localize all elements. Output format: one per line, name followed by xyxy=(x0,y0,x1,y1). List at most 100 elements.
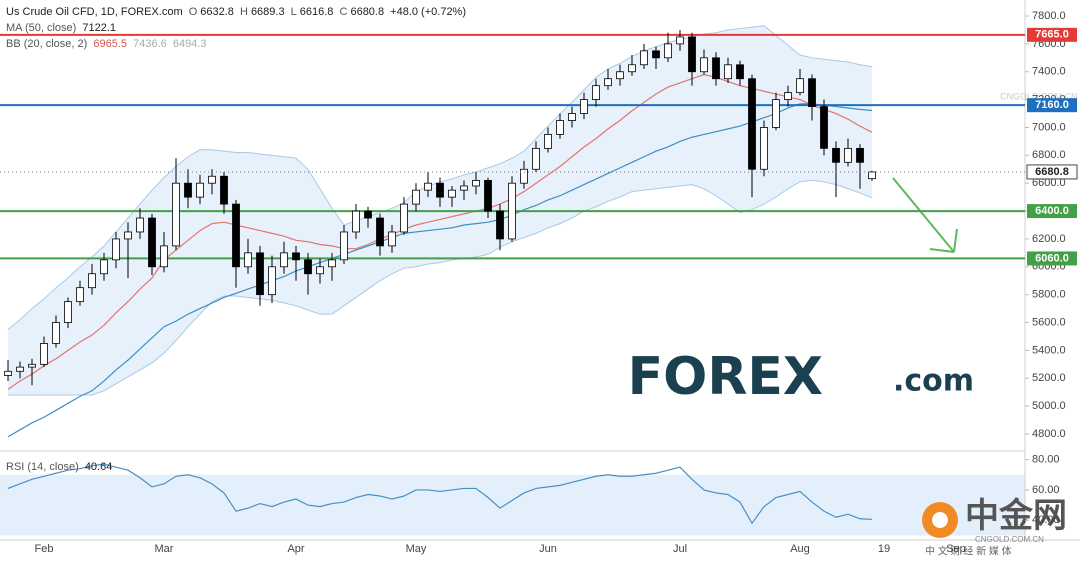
candle-body xyxy=(376,217,384,247)
candle-body xyxy=(568,113,576,121)
candle-body xyxy=(76,287,84,303)
ohlc-key: H xyxy=(239,6,248,18)
candle-body xyxy=(364,210,372,219)
candle-body xyxy=(292,252,300,261)
watermark-site: CNGOLD.COM.CN xyxy=(975,535,1044,544)
y-tick-label: 7000.0 xyxy=(1032,121,1066,133)
background-layer xyxy=(0,25,1025,536)
candle-body xyxy=(472,180,480,187)
logo-domain: .com xyxy=(893,364,974,399)
candle-body xyxy=(640,50,648,66)
change: +48.0 (+0.72%) xyxy=(390,6,467,18)
watermark-name: 中金网 xyxy=(965,496,1067,535)
level-label: 6400.0 xyxy=(1035,205,1069,217)
candle-body xyxy=(748,78,756,170)
level-label: 6060.0 xyxy=(1035,252,1069,264)
rsi-name: RSI (14, close) xyxy=(6,461,79,473)
bb-name: BB (20, close, 2) xyxy=(6,38,88,50)
candle-body xyxy=(52,322,60,344)
ohlc-key: L xyxy=(290,6,297,18)
level-label-box xyxy=(1027,204,1077,219)
candle-body xyxy=(460,185,468,191)
candle-body xyxy=(328,259,336,268)
candle-body xyxy=(304,259,312,275)
x-tick-label: May xyxy=(406,543,427,555)
candle-body xyxy=(736,64,744,80)
x-tick-label: Jun xyxy=(539,543,557,555)
candle-body xyxy=(88,273,96,289)
y-tick-label: 5600.0 xyxy=(1032,316,1066,328)
candle-body xyxy=(868,171,876,180)
candle-body xyxy=(256,252,264,296)
x-tick-label: 19 xyxy=(878,543,890,555)
bb-lower-value: 6494.3 xyxy=(172,38,207,50)
rsi-line xyxy=(7,463,873,525)
ohlc-key: C xyxy=(339,6,348,18)
candle-body xyxy=(544,134,552,149)
x-tick-label: Feb xyxy=(35,543,54,555)
y-tick-label: 5200.0 xyxy=(1032,372,1066,384)
candle-body xyxy=(700,57,708,73)
candle-body xyxy=(40,343,48,365)
candle-body xyxy=(28,363,36,368)
candle-body xyxy=(592,85,600,101)
candle-body xyxy=(604,78,612,87)
watermark-icon-inner xyxy=(932,512,948,528)
bb-legend: BB (20, close, 2) 6965.5 7436.6 6494.3 xyxy=(6,38,209,50)
candle-body xyxy=(172,182,180,247)
ohlc-value: 6616.8 xyxy=(299,6,334,18)
ohlc-value: 6632.8 xyxy=(200,6,234,18)
ohlc-value: 6680.8 xyxy=(350,6,385,18)
candle-body xyxy=(652,50,660,59)
ma-value: 7122.1 xyxy=(82,22,117,34)
candle-body xyxy=(484,180,492,212)
candle-body xyxy=(628,64,636,73)
candle-body xyxy=(820,106,828,149)
watermark-site-top: CNGOLD.COM.CN xyxy=(1000,91,1078,101)
candle-body xyxy=(580,99,588,114)
bb-basis-value: 6965.5 xyxy=(93,38,128,50)
candle-body xyxy=(160,245,168,268)
rsi-legend: RSI (14, close) 40.64 xyxy=(6,461,115,473)
candle-body xyxy=(340,231,348,261)
x-tick-label: Apr xyxy=(287,543,304,555)
level-label-box xyxy=(1027,98,1077,113)
candle-body xyxy=(436,182,444,198)
bb-upper-value: 7436.6 xyxy=(133,38,167,50)
candle-body xyxy=(100,259,108,275)
y-tick-label: 80.00 xyxy=(1032,453,1060,465)
candle-body xyxy=(448,189,456,198)
candle-body xyxy=(784,92,792,101)
bb-lower xyxy=(8,179,873,396)
candle-body xyxy=(184,182,192,198)
candle-body xyxy=(688,36,696,73)
last-price-box xyxy=(1026,164,1078,180)
candle-body xyxy=(136,217,144,233)
candle-body xyxy=(412,189,420,205)
candle-body xyxy=(244,252,252,268)
candle-body xyxy=(400,203,408,233)
candle-body xyxy=(424,182,432,191)
rsi-value: 40.64 xyxy=(84,461,113,473)
candle-body xyxy=(316,266,324,275)
candle-body xyxy=(724,64,732,80)
y-tick-label: 6800.0 xyxy=(1032,149,1066,161)
candle-body xyxy=(352,210,360,233)
y-tick-label: 5000.0 xyxy=(1032,400,1066,412)
y-tick-label: 7800.0 xyxy=(1032,10,1066,22)
level-label: 7665.0 xyxy=(1035,29,1069,41)
candle-body xyxy=(508,182,516,240)
candle-body xyxy=(664,43,672,59)
candle-body xyxy=(148,217,156,268)
rsi-band xyxy=(0,474,1025,536)
candle-body xyxy=(4,370,12,376)
candle-body xyxy=(16,366,24,372)
logo-brand: FOREX xyxy=(628,347,823,407)
symbol-legend: Us Crude Oil CFD, 1D, FOREX.com O 6632.8 … xyxy=(6,6,469,18)
candle-body xyxy=(676,36,684,45)
candle-body xyxy=(760,127,768,170)
candle-body xyxy=(208,175,216,184)
candle-body xyxy=(64,301,72,323)
candle-body xyxy=(220,175,228,205)
candle-body xyxy=(856,147,864,163)
